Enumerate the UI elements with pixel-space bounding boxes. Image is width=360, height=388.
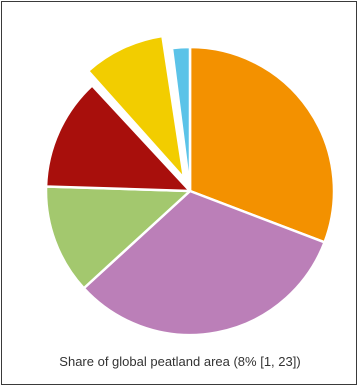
chart-caption: Share of global peatland area (8% [1, 23… — [2, 354, 358, 369]
chart-frame: Share of global peatland area (8% [1, 23… — [1, 1, 357, 385]
pie-chart — [2, 2, 358, 386]
